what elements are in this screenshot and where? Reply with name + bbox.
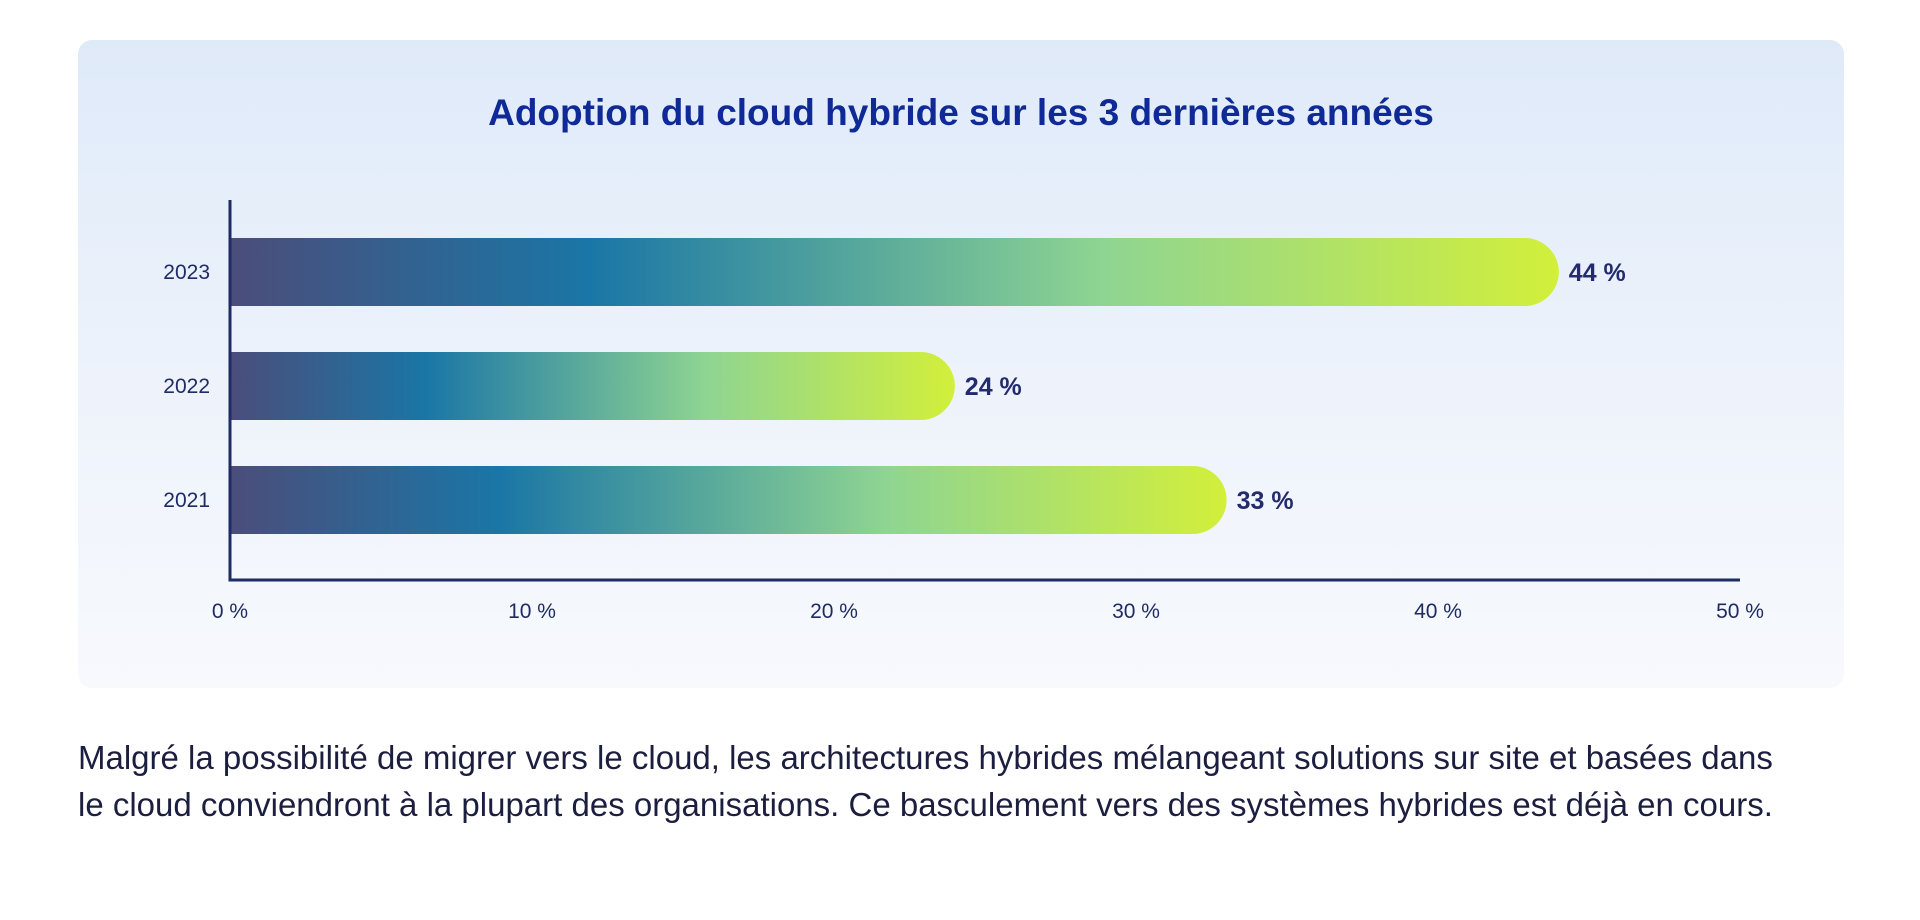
category-label: 2022	[163, 375, 210, 398]
chart-card: Adoption du cloud hybride sur les 3 dern…	[78, 40, 1844, 688]
value-label: 24 %	[965, 373, 1022, 401]
x-tick-label: 50 %	[1716, 600, 1764, 623]
x-tick-label: 20 %	[810, 600, 858, 623]
value-label: 44 %	[1569, 259, 1626, 287]
x-tick-label: 30 %	[1112, 600, 1160, 623]
bar-2022	[230, 352, 955, 420]
bar-2021	[230, 466, 1227, 534]
value-label: 33 %	[1237, 487, 1294, 515]
category-label: 2021	[163, 489, 210, 512]
bar-chart: 2023 44 % 2022 24 % 2021 33 % 0 % 10 % 20 % 30 % 4…	[163, 200, 1764, 623]
bar-2023	[230, 238, 1559, 306]
caption-paragraph: Malgré la possibilité de migrer vers le …	[78, 739, 1773, 823]
category-label: 2023	[163, 261, 210, 284]
x-tick-label: 0 %	[212, 600, 248, 623]
x-tick-label: 10 %	[508, 600, 556, 623]
chart-title: Adoption du cloud hybride sur les 3 dern…	[488, 92, 1434, 133]
x-tick-label: 40 %	[1414, 600, 1462, 623]
